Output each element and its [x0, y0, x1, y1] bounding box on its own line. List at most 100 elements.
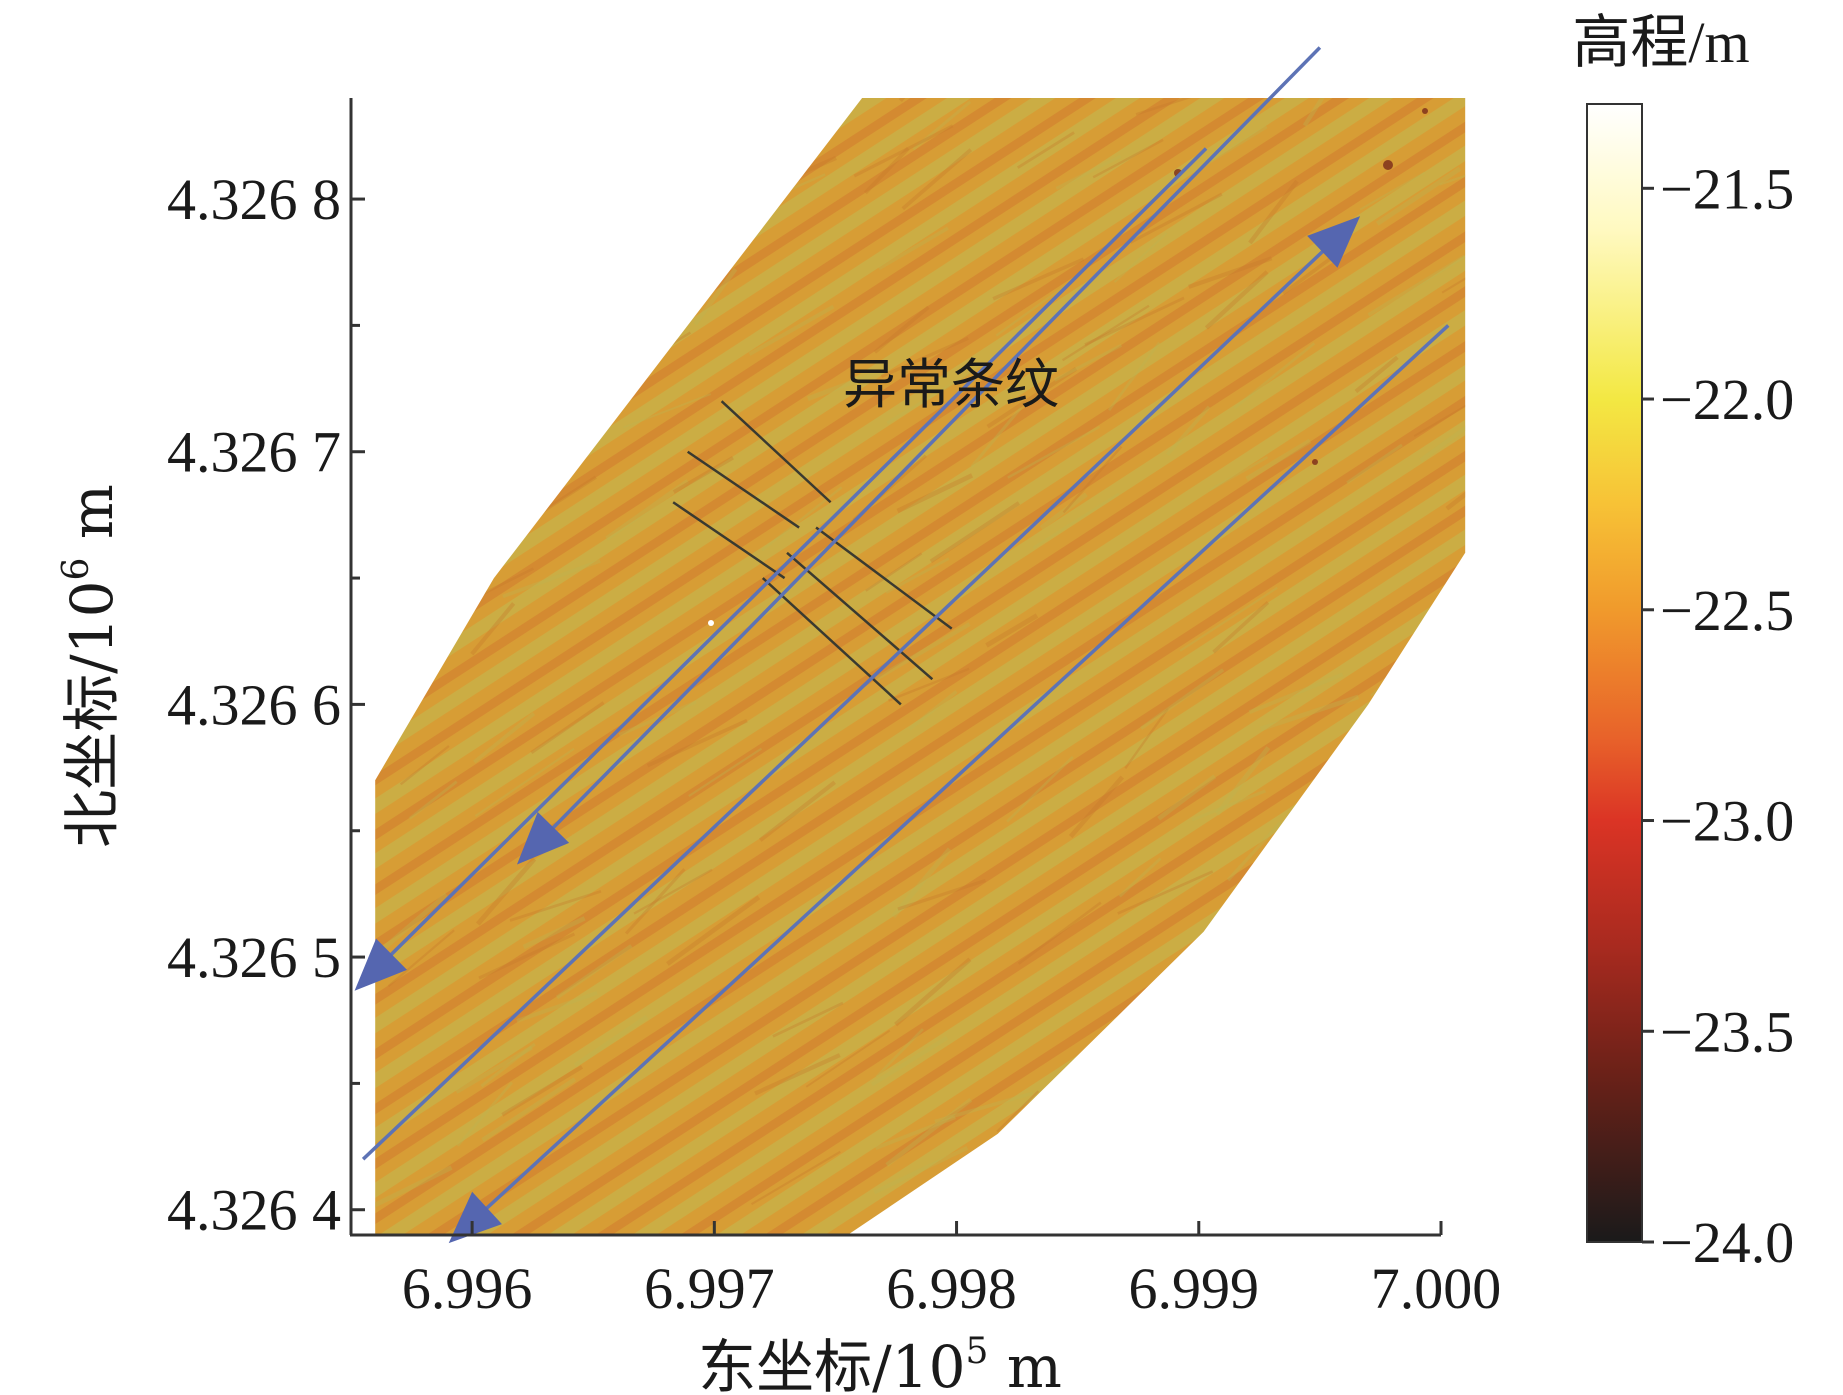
texture-streak	[672, 455, 734, 494]
x-tick-label: 6.997	[644, 1256, 775, 1321]
texture-streak	[1346, 443, 1403, 484]
texture-streak	[886, 363, 985, 425]
y-axis-title: 北坐标/106 m	[56, 484, 126, 848]
texture-streak	[772, 1001, 844, 1038]
texture-streak	[516, 98, 603, 106]
colorbar: 高程/m −21.5 −22.0 −22.5 −23.0 −23.5 −24.0	[1572, 10, 1794, 1275]
texture-streak	[853, 124, 954, 178]
texture-streak	[1248, 179, 1299, 245]
texture-streak	[693, 267, 738, 326]
texture-streak	[1367, 254, 1466, 317]
texture-streak	[605, 479, 690, 541]
texture-streak	[1124, 708, 1169, 769]
y-tick-label: 4.326 8	[167, 167, 341, 232]
texture-streak	[1233, 342, 1316, 410]
direction-arrow-icon	[354, 938, 408, 991]
texture-streak	[462, 271, 515, 332]
texture-streak	[758, 780, 837, 842]
texture-streak	[880, 336, 969, 379]
texture-streak	[1084, 296, 1185, 347]
texture-streak	[732, 98, 779, 123]
texture-streak	[398, 265, 457, 334]
texture-streak	[1055, 154, 1122, 190]
texture-streak	[1016, 131, 1075, 169]
texture-streak	[1245, 438, 1312, 481]
texture-streak	[480, 1042, 536, 1088]
texture-streak	[1413, 380, 1466, 437]
texture-streak	[555, 944, 633, 1000]
texture-streak	[1191, 789, 1266, 822]
anomaly-stripes	[672, 400, 953, 706]
texture-streak	[516, 991, 598, 1023]
texture-streak	[375, 616, 439, 647]
colorbar-gradient	[1586, 103, 1643, 1243]
texture-streak	[509, 889, 602, 922]
texture-streak	[1201, 125, 1268, 168]
axes: 6.996 6.997 6.998 6.999 7.000 4.326 4 4.326 5…	[167, 98, 1501, 1321]
texture-streak	[995, 280, 1073, 337]
texture-streak	[530, 701, 605, 755]
texture-streak	[511, 400, 585, 463]
elevation-surface	[375, 98, 1466, 1235]
texture-streak	[554, 26, 644, 94]
texture-streak	[488, 268, 577, 326]
texture-streak	[376, 452, 455, 503]
texture-streak	[912, 100, 972, 151]
texture-streak	[805, 1029, 891, 1088]
texture-streak	[1068, 775, 1125, 839]
texture-streak	[635, 243, 687, 282]
colorbar-tick-label: −24.0	[1660, 1210, 1794, 1275]
survey-area	[375, 26, 1466, 1235]
texture-streak	[1140, 668, 1225, 730]
texture-streak	[1424, 631, 1466, 678]
y-tick-label: 4.326 4	[167, 1178, 341, 1243]
texture-streak	[761, 486, 843, 552]
texture-streak	[1092, 138, 1164, 179]
survey-line	[361, 223, 1353, 1161]
texture-streak	[878, 226, 949, 271]
texture-streak	[646, 718, 748, 768]
texture-streak	[633, 868, 713, 915]
colorbar-tick-label: −22.5	[1660, 578, 1794, 643]
texture-streak	[478, 932, 576, 980]
direction-arrow-icon	[448, 1191, 502, 1244]
texture-streak	[1095, 1019, 1151, 1083]
texture-streak	[1441, 263, 1466, 294]
texture-streak	[875, 622, 971, 681]
anomaly-stripe-line	[786, 551, 934, 681]
texture-streak	[1062, 445, 1123, 514]
texture-streak	[929, 501, 1021, 564]
texture-streak	[459, 126, 514, 170]
texture-streak	[500, 378, 569, 446]
colorbar-tick-label: −23.5	[1660, 999, 1794, 1064]
texture-streak	[1432, 961, 1466, 1002]
texture-streak	[1194, 934, 1267, 984]
texture-streak	[873, 305, 930, 354]
texture-streak	[1157, 774, 1217, 821]
texture-streak	[526, 326, 600, 369]
anomaly-stripe-line	[686, 450, 800, 529]
texture-streak	[934, 1091, 1034, 1124]
texture-streak	[1293, 1128, 1360, 1179]
texture-streak	[1076, 1106, 1125, 1162]
texture-streak	[455, 1045, 533, 1094]
texture-streak	[885, 1097, 973, 1167]
texture-streak	[1188, 256, 1273, 289]
texture-streak	[1302, 98, 1349, 127]
texture-streak	[377, 892, 448, 954]
texture-streak	[996, 1090, 1040, 1133]
texture-streak	[1032, 492, 1120, 550]
anomaly-stripe-line	[815, 526, 953, 630]
colorbar-title: 高程/m	[1572, 10, 1749, 75]
texture-streak	[986, 366, 1078, 429]
texture-streak	[1354, 355, 1399, 394]
survey-line	[456, 324, 1450, 1237]
texture-streak	[1219, 931, 1270, 978]
texture-streak	[1179, 586, 1278, 652]
texture-streak	[1256, 915, 1312, 966]
texture-streak	[1006, 755, 1074, 823]
texture-streak	[502, 559, 601, 599]
survey-line	[524, 46, 1322, 858]
texture-streak	[1198, 1080, 1268, 1145]
